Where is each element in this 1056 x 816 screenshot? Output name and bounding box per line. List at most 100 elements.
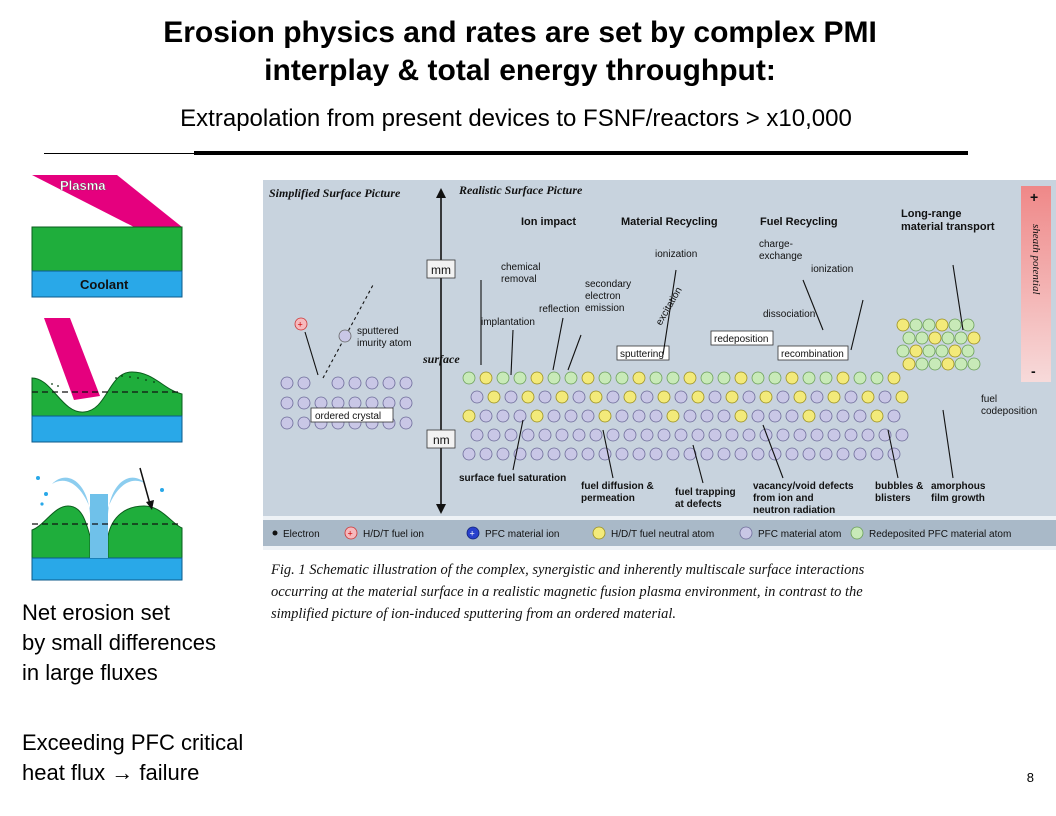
svg-text:reflection: reflection: [539, 304, 580, 315]
bulk-atom: [538, 428, 552, 442]
bulk-atom: [827, 428, 841, 442]
recombination-label: recombination: [781, 349, 844, 360]
realistic-surface-atoms: [462, 318, 981, 461]
bulk-atom: [530, 447, 544, 461]
bulk-atom: [640, 390, 654, 404]
surface-atom: [683, 371, 697, 385]
surface-atom: [768, 371, 782, 385]
transport-heading-1: Long-range: [901, 208, 962, 220]
bulk-atom: [810, 390, 824, 404]
svg-text:+: +: [298, 320, 303, 330]
bulk-atom: [810, 428, 824, 442]
svg-text:secondary: secondary: [585, 279, 631, 290]
svg-text:fuel trapping: fuel trapping: [675, 487, 736, 498]
codeposit-atom: [915, 357, 929, 371]
bulk-atom: [598, 409, 612, 423]
bulk-atom: [470, 390, 484, 404]
svg-text:emission: emission: [585, 303, 624, 314]
surface-atom: [615, 371, 629, 385]
crystal-atom: [297, 376, 311, 390]
material-recycling-heading: Material Recycling: [621, 216, 718, 228]
codeposit-atom: [915, 331, 929, 345]
bulk-atom: [598, 447, 612, 461]
surface-atom: [547, 371, 561, 385]
bulk-atom: [496, 409, 510, 423]
codeposit-atom: [941, 331, 955, 345]
svg-text:amorphous: amorphous: [931, 481, 986, 492]
coolant-label: Coolant: [80, 277, 129, 292]
caption-line-1: Fig. 1 Schematic illustration of the com…: [270, 562, 865, 578]
bulk-atom: [547, 447, 561, 461]
svg-text:codeposition: codeposition: [981, 406, 1037, 417]
critical-text-a: heat flux: [22, 760, 112, 785]
title-rule-thick: [194, 151, 968, 155]
crystal-atom: [297, 396, 311, 410]
svg-text:film growth: film growth: [931, 493, 985, 504]
surface-atom: [887, 371, 901, 385]
legend-pfc-ion-marker: [466, 526, 480, 540]
svg-text:chemical: chemical: [501, 262, 540, 273]
sheath-minus: -: [1031, 363, 1036, 379]
bulk-atom: [844, 390, 858, 404]
critical-text-b: failure: [133, 760, 200, 785]
crystal-atom: [280, 416, 294, 430]
bulk-atom: [649, 409, 663, 423]
codeposit-atom: [922, 318, 936, 332]
legend-fuel-ion: H/D/T fuel ion: [363, 529, 424, 540]
svg-text:ionization: ionization: [655, 249, 697, 260]
melt-left-mound: [31, 505, 91, 559]
codeposit-atom: [896, 344, 910, 358]
codeposit-atom: [961, 344, 975, 358]
bulk-atom: [487, 428, 501, 442]
crystal-atom: [399, 376, 413, 390]
bulk-atom: [793, 390, 807, 404]
bulk-atom: [785, 409, 799, 423]
erosion-sketch: [31, 318, 183, 443]
bulk-atom: [717, 447, 731, 461]
bulk-atom: [462, 447, 476, 461]
legend: Electron + H/D/T fuel ion + PFC material…: [272, 526, 1011, 540]
bulk-atom: [776, 428, 790, 442]
sputtered-label-1: sputtered: [357, 326, 399, 337]
bulk-atom: [751, 447, 765, 461]
legend-pfc-ion: PFC material ion: [485, 529, 559, 540]
svg-text:from ion and: from ion and: [753, 493, 814, 504]
bulk-atom: [674, 428, 688, 442]
bulk-atom: [572, 390, 586, 404]
bulk-atom: [768, 447, 782, 461]
bulk-atom: [717, 409, 731, 423]
bulk-atom: [632, 447, 646, 461]
slide-title: Erosion physics and rates are set by com…: [0, 14, 1040, 90]
surface-atom: [785, 371, 799, 385]
net-erosion-text: Net erosion set by small differences in …: [22, 600, 217, 685]
plasma-wall-sketch: Plasma Coolant: [31, 175, 183, 298]
svg-text:permeation: permeation: [581, 493, 635, 504]
svg-text:dissociation: dissociation: [763, 309, 815, 320]
bulk-atom: [683, 447, 697, 461]
bulk-atom: [606, 390, 620, 404]
svg-text:+: +: [348, 529, 353, 539]
bulk-atom: [742, 390, 756, 404]
bulk-atom: [700, 409, 714, 423]
crystal-atom: [331, 396, 345, 410]
surface-atom: [819, 371, 833, 385]
surface-atom: [564, 371, 578, 385]
title-line-1: Erosion physics and rates are set by com…: [163, 16, 877, 49]
bulk-atom: [513, 409, 527, 423]
bulk-atom: [666, 409, 680, 423]
plasma-label: Plasma: [60, 178, 106, 193]
title-rule-thin: [44, 153, 194, 154]
redeposition-label: redeposition: [714, 334, 768, 345]
crystal-atom: [382, 396, 396, 410]
codeposit-atom: [902, 331, 916, 345]
plasma-beam-2: [44, 318, 100, 400]
bulk-atom: [776, 390, 790, 404]
codeposit-atom: [967, 331, 981, 345]
crystal-atom: [399, 396, 413, 410]
crystal-atom: [348, 396, 362, 410]
bulk-atom: [861, 390, 875, 404]
codeposit-atom: [935, 344, 949, 358]
sheath-plus: +: [1030, 189, 1038, 205]
bulk-atom: [853, 447, 867, 461]
coolant-layer-3: [31, 557, 183, 581]
